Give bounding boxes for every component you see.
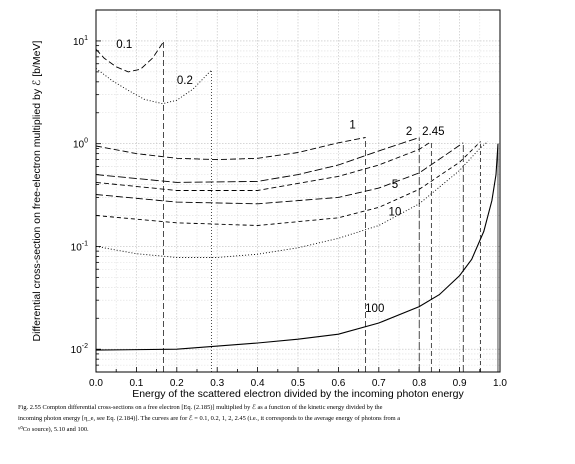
grid [95, 9, 501, 373]
curve-label-2-45: 2.45 [422, 126, 444, 138]
y-tick-label: 10-2 [71, 343, 88, 356]
curve-label-1: 1 [349, 120, 355, 132]
curve-0-1 [95, 41, 164, 73]
y-axis-label: Differential cross-section on free-elect… [31, 40, 43, 341]
curve-10 [95, 141, 481, 226]
x-axis-label: Energy of the scattered electron divided… [132, 388, 464, 400]
x-tick-label: 0.0 [89, 378, 103, 389]
curve-label-10: 10 [389, 207, 402, 219]
y-tick-label: 10-1 [71, 240, 88, 253]
curve-label-100: 100 [365, 303, 384, 315]
curve-2-45 [95, 141, 432, 191]
curve-label-0-1: 0.1 [116, 39, 132, 51]
cutoff-lines [163, 41, 499, 372]
curve-label-2: 2 [406, 126, 412, 138]
caption-line-1: Fig. 2.55 Compton differential cross-sec… [18, 404, 383, 411]
x-tick-label: 0.5 [291, 378, 305, 389]
curve-100 [95, 143, 499, 351]
x-tick-label: 0.8 [412, 378, 426, 389]
curve-5 [95, 142, 464, 205]
x-tick-label: 0.3 [210, 378, 224, 389]
curve-0-2 [95, 68, 212, 105]
figure-caption: Fig. 2.55 Compton differential cross-sec… [18, 402, 566, 435]
x-tick-label: 0.2 [170, 378, 184, 389]
y-tick-label: 100 [73, 138, 88, 151]
x-tick-label: 0.9 [453, 378, 467, 389]
x-tick-label: 0.1 [129, 378, 143, 389]
x-tick-label: 0.7 [372, 378, 386, 389]
x-tick-label: 0.6 [331, 378, 345, 389]
curve-unlabeled [95, 141, 489, 258]
caption-line-3: ⁶⁰Co source), 5.10 and 100. [18, 426, 89, 433]
curve-2 [95, 137, 420, 183]
curve-labels: 0.1 0.2 1 2 2.45 5 10 100 [116, 39, 444, 315]
x-tick-label: 1.0 [493, 378, 507, 389]
curve-1 [95, 137, 366, 161]
y-tick-label: 101 [73, 35, 88, 48]
curves [95, 41, 499, 351]
x-tick-label: 0.4 [251, 378, 265, 389]
curve-label-0-2: 0.2 [177, 75, 193, 87]
curve-label-5: 5 [392, 179, 398, 191]
cross-section-chart: 0.0 0.1 0.2 0.3 0.4 0.5 0.6 0.7 0.8 0.9 1.01011001… [31, 9, 507, 400]
caption-line-2: incoming photon energy [η_e, see Eq. (2.… [18, 415, 401, 422]
